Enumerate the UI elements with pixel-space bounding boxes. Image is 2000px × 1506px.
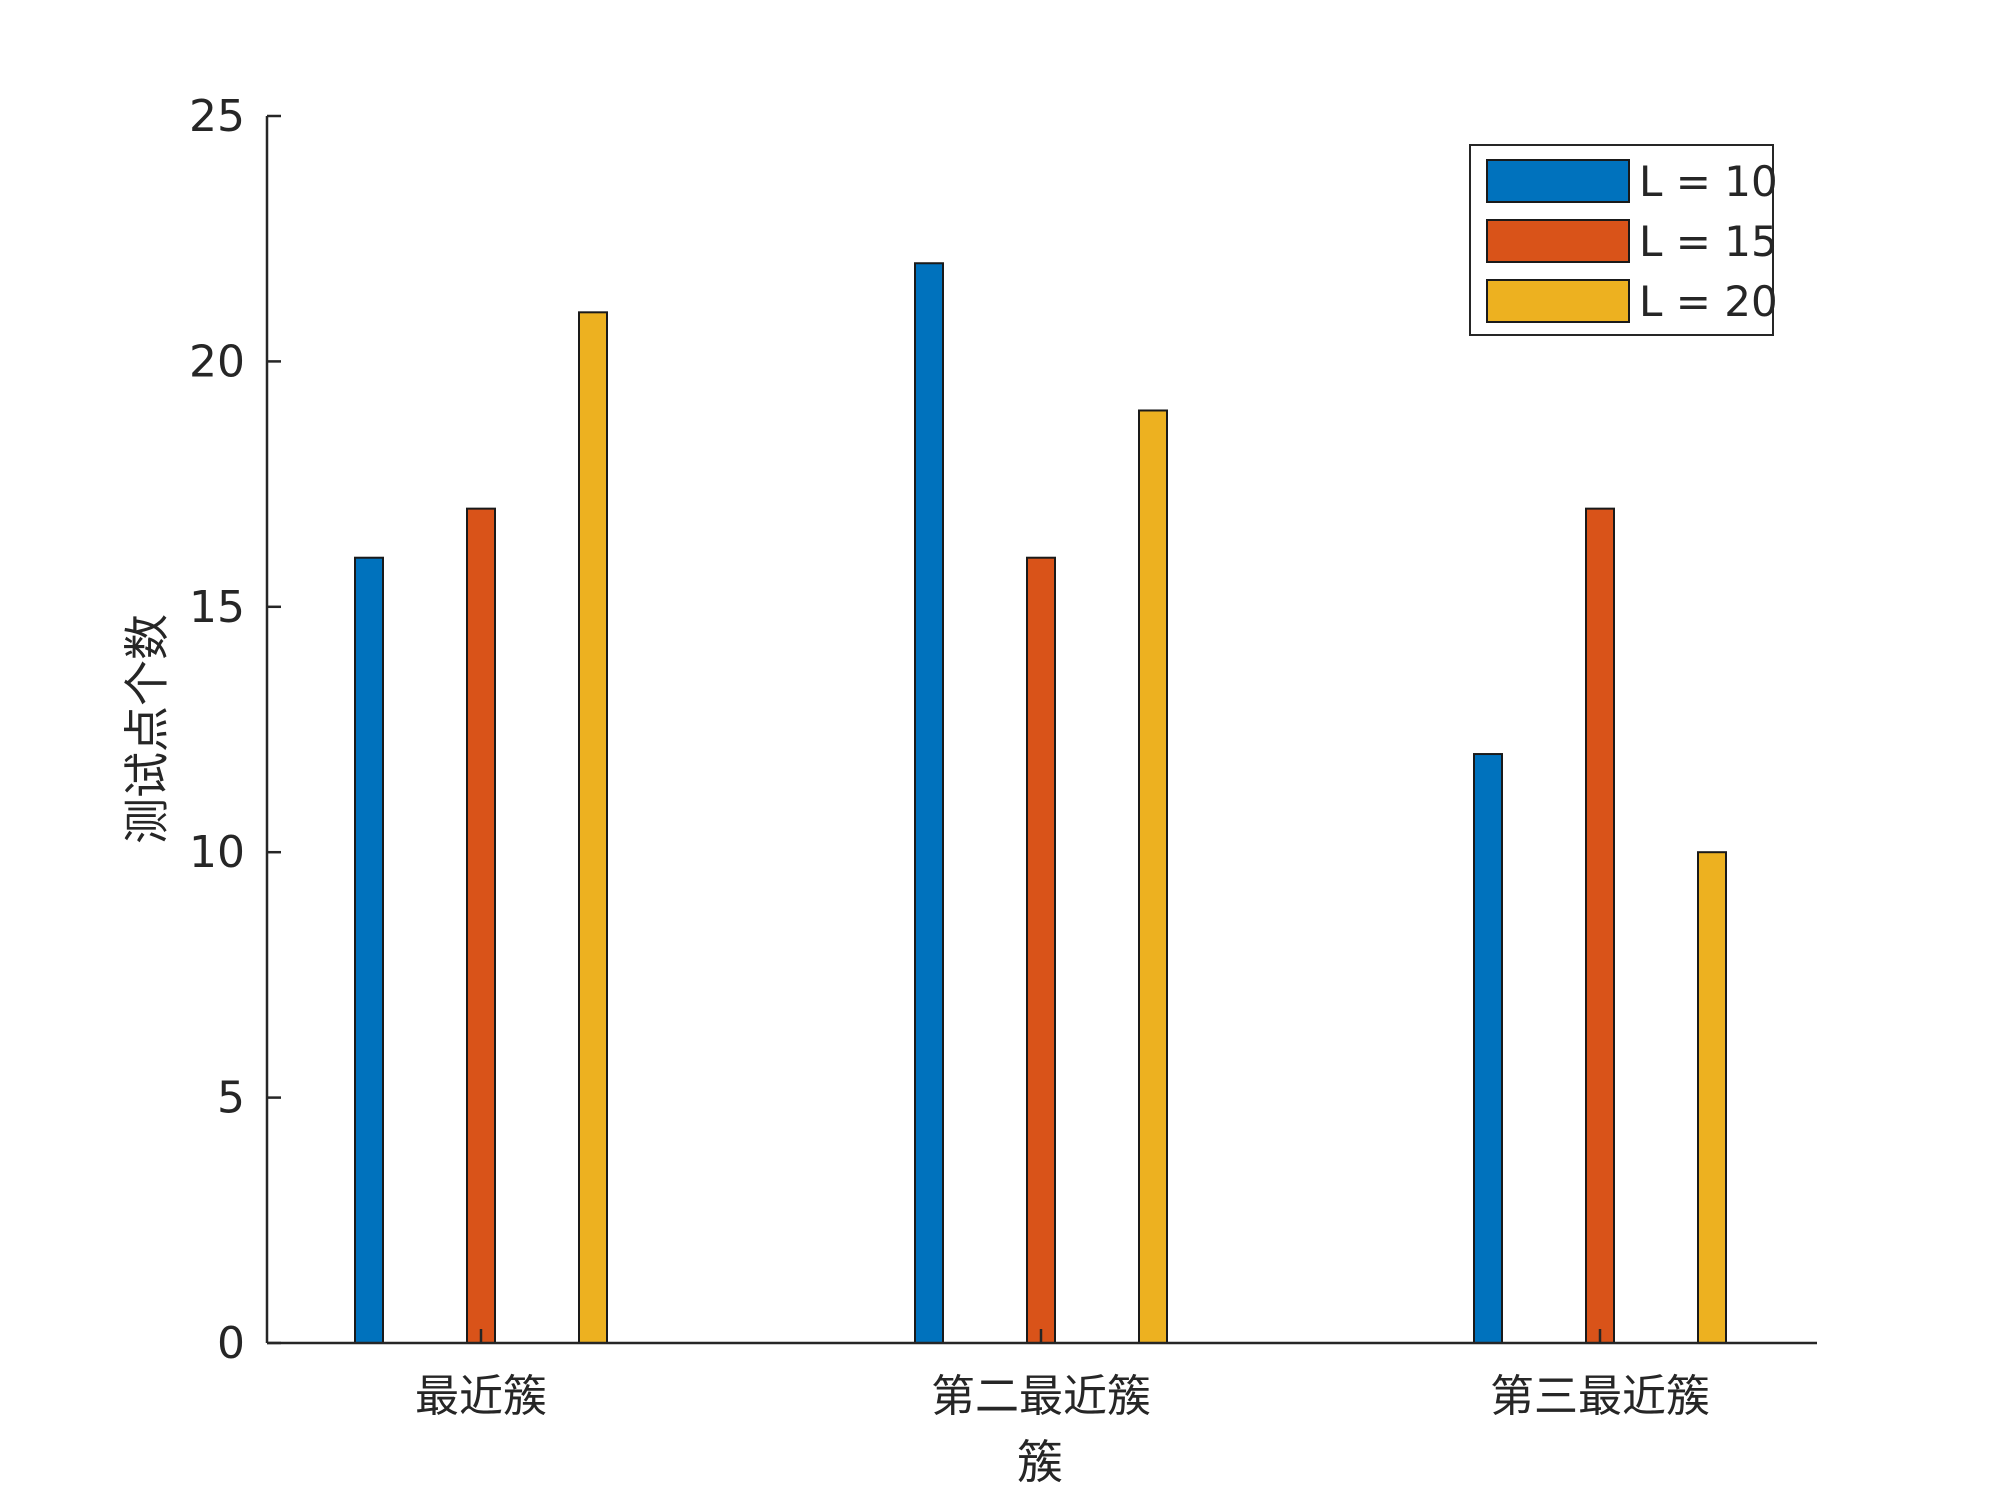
legend-swatch bbox=[1486, 279, 1630, 323]
bar-3-第三最近簇 bbox=[1697, 851, 1727, 1344]
bar-3-最近簇 bbox=[578, 311, 608, 1345]
bar-1-第三最近簇 bbox=[1473, 753, 1503, 1344]
y-tick-label: 15 bbox=[189, 582, 245, 633]
legend-label: L = 15 bbox=[1639, 217, 1778, 266]
bar-1-最近簇 bbox=[354, 556, 384, 1344]
x-category-label: 最近簇 bbox=[415, 1371, 547, 1422]
legend-label: L = 20 bbox=[1639, 277, 1778, 326]
y-tick-label: 20 bbox=[189, 336, 245, 387]
legend-swatch bbox=[1486, 159, 1630, 203]
x-category-label: 第三最近簇 bbox=[1490, 1371, 1710, 1422]
bar-2-最近簇 bbox=[466, 507, 496, 1344]
bar-2-第二最近簇 bbox=[1026, 556, 1056, 1344]
bar-3-第二最近簇 bbox=[1138, 409, 1168, 1345]
legend-swatch bbox=[1486, 219, 1630, 263]
x-axis-title: 簇 bbox=[1017, 1435, 1063, 1489]
y-ticks: 0 5 10 15 20 25 bbox=[189, 91, 281, 1369]
bar-1-第二最近簇 bbox=[914, 262, 944, 1344]
bar-2-第三最近簇 bbox=[1585, 507, 1615, 1344]
x-category-label: 第二最近簇 bbox=[931, 1371, 1151, 1422]
y-axis-title: 测试点个数 bbox=[120, 614, 174, 844]
x-category-labels: 最近簇 第二最近簇 第三最近簇 bbox=[415, 1329, 1710, 1422]
y-tick-label: 25 bbox=[189, 91, 245, 142]
y-tick-label: 10 bbox=[189, 827, 245, 878]
y-tick-label: 5 bbox=[217, 1073, 245, 1124]
bars-layer bbox=[354, 262, 1727, 1345]
legend: L = 10 L = 15 L = 20 bbox=[1469, 144, 1778, 336]
legend-label: L = 10 bbox=[1639, 157, 1778, 206]
y-tick-label: 0 bbox=[217, 1318, 245, 1369]
